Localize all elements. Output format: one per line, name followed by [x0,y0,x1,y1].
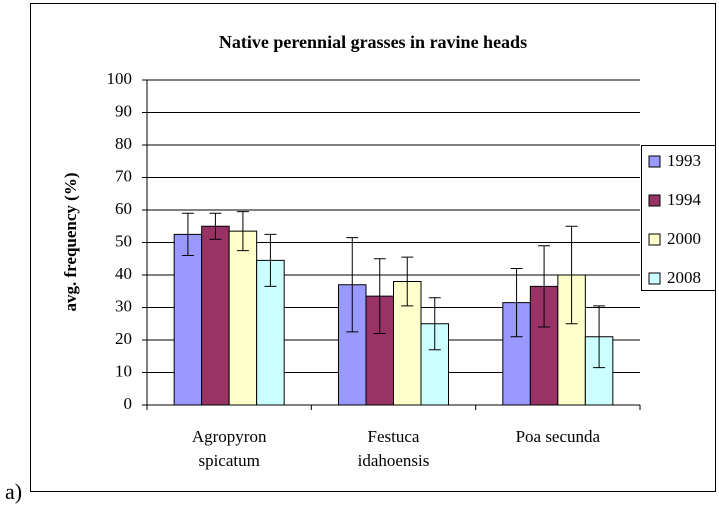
y-tick-label: 10 [115,361,132,380]
error-bar [428,297,441,351]
y-tick-label: 30 [115,296,132,315]
legend-swatch [648,233,661,246]
legend-swatch [648,272,661,285]
y-tick-label: 60 [115,199,132,218]
error-bar [181,212,194,256]
chart-title: Native perennial grasses in ravine heads [219,32,527,52]
error-bar [373,258,386,334]
panel-label: a) [5,479,22,504]
legend-box [641,145,716,291]
error-bar [593,305,606,369]
legend-label: 2000 [667,229,701,248]
error-bar [346,237,359,333]
x-tick-label: Poa secunda [515,427,601,446]
error-bar [401,256,414,307]
y-tick-label: 40 [115,264,132,283]
y-tick-label: 80 [115,134,132,153]
y-tick-label: 70 [115,166,132,185]
y-axis-label: avg. frequency (%) [61,173,80,312]
error-bar [264,233,277,287]
bar [173,233,203,406]
legend-swatch [648,194,661,207]
x-tick-label: Agropyron spicatum [191,427,267,470]
error-bar [510,268,523,338]
error-bar [565,225,578,325]
legend-label: 1993 [667,151,701,170]
y-tick-label: 90 [115,101,132,120]
error-bar [538,245,551,328]
legend-label: 2008 [667,268,701,287]
error-bar [236,211,249,252]
legend-swatch [648,155,661,168]
y-tick-label: 0 [124,394,133,413]
x-tick-label: Festuca idahoensis [357,427,430,470]
legend-label: 1994 [667,190,702,209]
error-bar [209,212,222,240]
y-tick-label: 20 [115,329,132,348]
bar [201,225,230,406]
chart-border [30,3,716,492]
bar [228,230,258,406]
y-tick-label: 50 [115,231,132,250]
y-tick-label: 100 [107,69,133,88]
